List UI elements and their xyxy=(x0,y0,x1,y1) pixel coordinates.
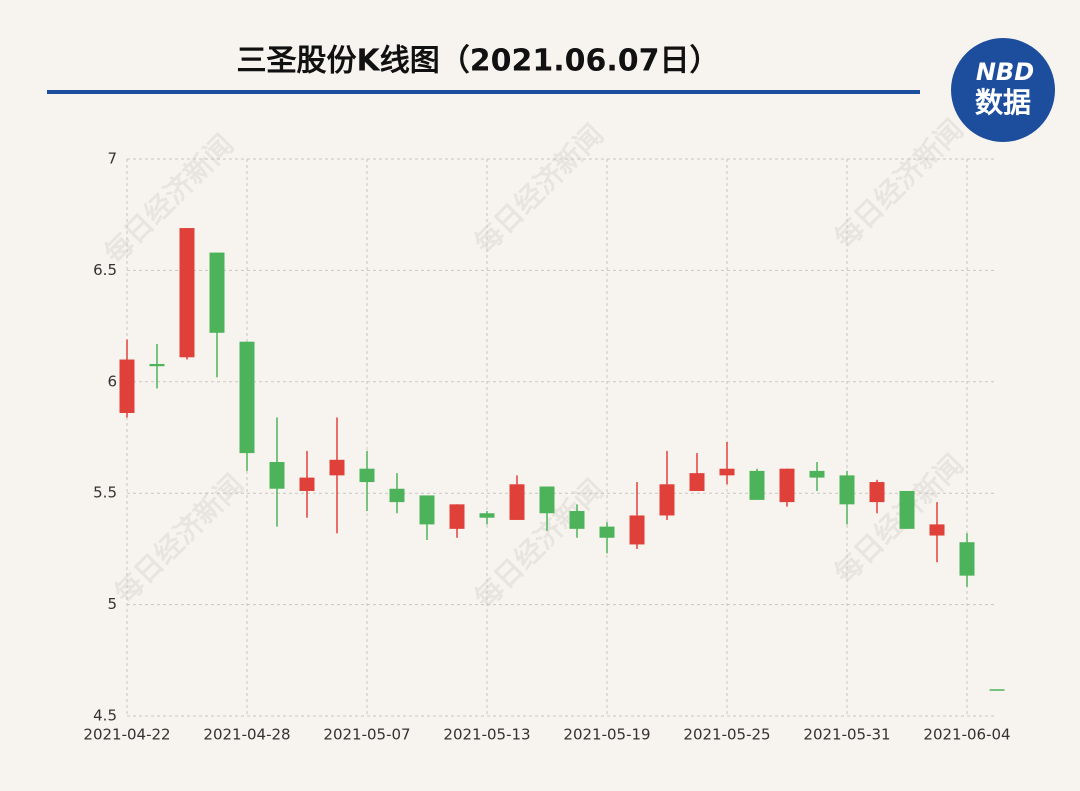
candle-body xyxy=(839,475,855,505)
candle-body xyxy=(299,477,315,491)
candle-body xyxy=(569,511,585,529)
candle-body xyxy=(719,468,735,476)
candle-body xyxy=(119,359,135,413)
title-rule xyxy=(47,90,920,94)
candle-body xyxy=(509,484,525,520)
candle-body xyxy=(779,468,795,503)
candle-body xyxy=(269,462,285,489)
candle-body xyxy=(929,524,945,536)
y-tick-label: 6 xyxy=(107,372,117,390)
candle-body xyxy=(689,473,705,491)
candle-body xyxy=(899,490,915,529)
candle-body xyxy=(869,482,885,503)
candle-body xyxy=(359,468,375,483)
candle-body xyxy=(149,363,165,367)
x-tick-label: 2021-04-28 xyxy=(203,726,290,744)
candle-body xyxy=(659,484,675,516)
y-tick-label: 4.5 xyxy=(93,707,117,725)
logo-badge xyxy=(951,38,1055,142)
x-tick-label: 2021-05-13 xyxy=(443,726,530,744)
candle-body xyxy=(419,495,435,525)
candle-body xyxy=(449,504,465,529)
candle-body xyxy=(809,470,825,478)
candle-body xyxy=(539,486,555,514)
candle-body xyxy=(989,689,1005,691)
x-tick-label: 2021-04-22 xyxy=(83,726,170,744)
x-tick-label: 2021-05-07 xyxy=(323,726,410,744)
x-tick-label: 2021-05-25 xyxy=(683,726,770,744)
x-tick-label: 2021-06-04 xyxy=(923,726,1010,744)
logo-mark: NBD xyxy=(976,58,1034,86)
candle-body xyxy=(959,542,975,576)
candle-body xyxy=(239,341,255,454)
y-tick-label: 6.5 xyxy=(93,261,117,279)
logo-text: 数据 xyxy=(975,86,1031,119)
candle-body xyxy=(479,513,495,518)
chart-title: 三圣股份K线图（2021.06.07日） xyxy=(236,44,719,79)
x-tick-label: 2021-05-31 xyxy=(803,726,890,744)
candle-body xyxy=(629,515,645,545)
y-tick-label: 7 xyxy=(107,150,117,168)
y-tick-label: 5 xyxy=(107,595,117,613)
candle-body xyxy=(389,488,405,503)
candle-body xyxy=(599,526,615,538)
candle-body xyxy=(329,459,345,476)
y-tick-label: 5.5 xyxy=(93,484,117,502)
candle-body xyxy=(179,228,195,358)
candle-body xyxy=(209,252,225,333)
x-tick-label: 2021-05-19 xyxy=(563,726,650,744)
candle-body xyxy=(749,470,765,500)
